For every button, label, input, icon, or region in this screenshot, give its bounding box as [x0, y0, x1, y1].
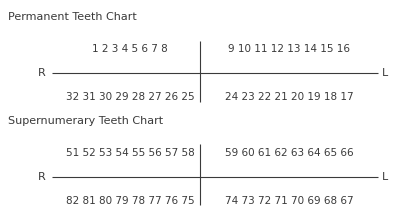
Text: L: L	[382, 68, 388, 78]
Text: R: R	[38, 172, 45, 181]
Text: 82 81 80 79 78 77 76 75: 82 81 80 79 78 77 76 75	[66, 196, 194, 206]
Text: 74 73 72 71 70 69 68 67: 74 73 72 71 70 69 68 67	[225, 196, 353, 206]
Text: 51 52 53 54 55 56 57 58: 51 52 53 54 55 56 57 58	[66, 148, 194, 158]
Text: 9 10 11 12 13 14 15 16: 9 10 11 12 13 14 15 16	[228, 44, 350, 54]
Text: 59 60 61 62 63 64 65 66: 59 60 61 62 63 64 65 66	[225, 148, 353, 158]
Text: L: L	[382, 172, 388, 181]
Text: R: R	[38, 68, 45, 78]
Text: 24 23 22 21 20 19 18 17: 24 23 22 21 20 19 18 17	[225, 92, 353, 102]
Text: 1 2 3 4 5 6 7 8: 1 2 3 4 5 6 7 8	[92, 44, 168, 54]
Text: Supernumerary Teeth Chart: Supernumerary Teeth Chart	[8, 116, 163, 126]
Text: Permanent Teeth Chart: Permanent Teeth Chart	[8, 12, 137, 22]
Text: 32 31 30 29 28 27 26 25: 32 31 30 29 28 27 26 25	[66, 92, 194, 102]
